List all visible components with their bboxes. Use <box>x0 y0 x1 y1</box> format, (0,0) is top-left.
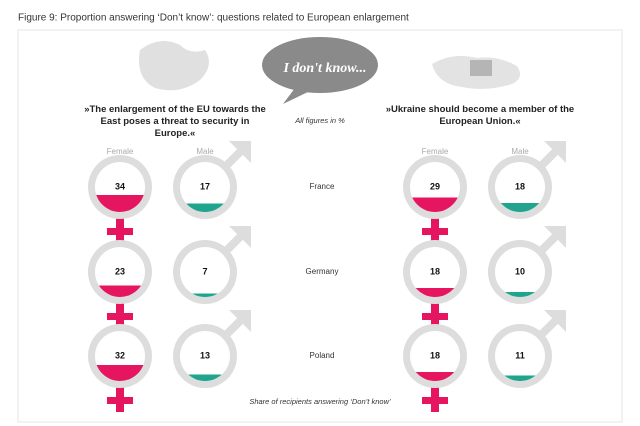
value-label: 13 <box>200 350 210 360</box>
chart-title: Figure 9: Proportion answering ‘Don’t kn… <box>18 13 409 24</box>
male-arrowhead <box>544 310 566 332</box>
fill-level <box>410 288 460 297</box>
inner <box>495 162 545 212</box>
value-label: 11 <box>515 350 525 360</box>
fill-level <box>180 293 230 297</box>
male-arrowhead <box>229 310 251 332</box>
inner <box>410 247 460 297</box>
male-arrowhead <box>229 141 251 163</box>
inner <box>495 247 545 297</box>
fill-level <box>410 372 460 381</box>
value-label: 18 <box>515 181 525 191</box>
female-bar <box>422 397 448 404</box>
inner <box>495 331 545 381</box>
value-label: 18 <box>430 350 440 360</box>
male-arrowhead <box>229 226 251 248</box>
fill-level <box>95 365 145 381</box>
value-label: 10 <box>515 266 525 276</box>
male-arrowhead <box>544 226 566 248</box>
value-label: 17 <box>200 181 210 191</box>
category-label: France <box>310 182 335 191</box>
category-label: Poland <box>310 351 335 360</box>
note: Share of recipients answering ‘Don’t kno… <box>249 397 391 406</box>
europe-map <box>139 41 209 91</box>
female-bar <box>107 228 133 235</box>
fill-level <box>495 203 545 212</box>
female-bar <box>422 313 448 320</box>
fill-level <box>95 195 145 212</box>
eu-flag <box>470 60 492 76</box>
inner <box>180 331 230 381</box>
value-label: 29 <box>430 181 440 191</box>
fill-level <box>180 374 230 381</box>
category-label: Germany <box>306 267 339 276</box>
value-label: 34 <box>115 181 125 191</box>
fill-level <box>495 375 545 381</box>
bubble-text: I don't know... <box>282 61 366 76</box>
female-bar <box>107 313 133 320</box>
value-label: 32 <box>115 350 125 360</box>
bubble-tail <box>283 88 310 104</box>
inner <box>180 162 230 212</box>
series-name: Male <box>511 147 529 156</box>
fill-level <box>95 285 145 297</box>
fill-level <box>495 292 545 297</box>
frame <box>17 29 623 423</box>
series-name: Male <box>196 147 214 156</box>
inner <box>180 247 230 297</box>
panel-title: »Ukraine should become a member of the E… <box>385 104 575 127</box>
fill-level <box>180 203 230 212</box>
panel-title: »The enlargement of the EU towards the E… <box>84 104 266 139</box>
value-label: 23 <box>115 266 125 276</box>
series-name: Female <box>107 147 134 156</box>
male-arrowhead <box>544 141 566 163</box>
inner <box>410 331 460 381</box>
value-label: 7 <box>202 266 207 276</box>
female-bar <box>107 397 133 404</box>
fill-level <box>410 197 460 212</box>
series-name: Female <box>422 147 449 156</box>
inner <box>95 247 145 297</box>
speech-bubble <box>262 37 378 93</box>
subtitle: All figures in % <box>294 116 345 125</box>
female-bar <box>422 228 448 235</box>
value-label: 18 <box>430 266 440 276</box>
